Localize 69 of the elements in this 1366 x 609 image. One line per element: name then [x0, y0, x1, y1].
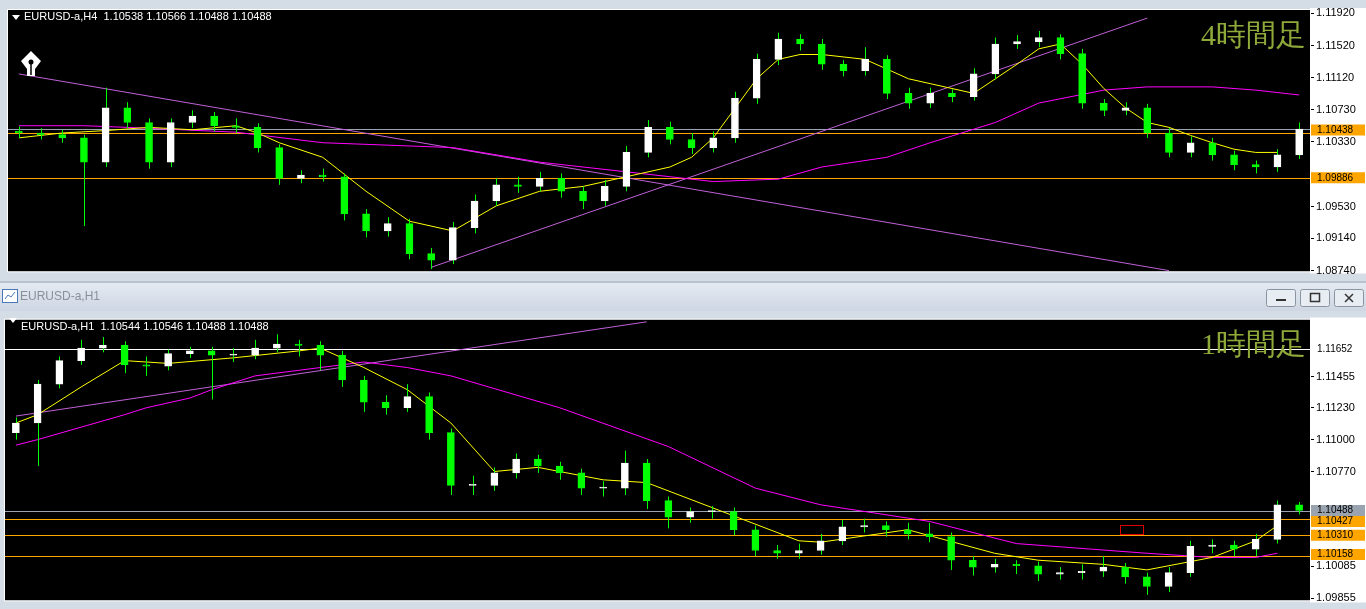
candlestick — [729, 507, 738, 536]
y-tick-label: 1.09530 — [1316, 199, 1356, 212]
y-tick-label: 1.09855 — [1316, 591, 1356, 604]
candlestick — [947, 531, 955, 571]
candlestick — [969, 555, 977, 576]
candlestick — [666, 121, 674, 145]
candlestick — [1143, 572, 1151, 596]
candlestick — [142, 355, 151, 377]
candlestick — [621, 450, 629, 496]
ref-line-label: 1.10310 — [1317, 529, 1354, 541]
chart-title: EURUSD-a,H4 1.10538 1.10566 1.10488 1.10488 — [24, 10, 272, 23]
candlestick — [55, 355, 64, 389]
candlestick — [644, 119, 652, 158]
y-tick-label: 1.11920 — [1316, 6, 1355, 19]
ref-line-label: 1.10158 — [1317, 548, 1354, 560]
y-tick-label: 1.10730 — [1316, 102, 1356, 115]
y-tick-label: 1.11520 — [1316, 38, 1355, 51]
candlestick — [12, 416, 20, 441]
chart-subtitle: EURUSD-a,H1 — [20, 289, 101, 303]
candlestick — [1056, 566, 1064, 581]
candlestick — [600, 179, 609, 207]
candlestick — [427, 247, 435, 270]
ref-line-label: 1.10488 — [1317, 504, 1354, 516]
candlestick — [360, 375, 368, 413]
candlestick — [709, 130, 718, 153]
candlestick — [579, 185, 587, 210]
candlestick — [708, 505, 716, 520]
candlestick — [535, 171, 544, 192]
candlestick — [1230, 150, 1238, 171]
chart-title: EURUSD-a,H1 1.10544 1.10546 1.10488 1.10488 — [21, 319, 269, 332]
y-tick-label: 1.11455 — [1316, 369, 1355, 382]
candlestick — [861, 46, 869, 77]
candlestick — [1164, 566, 1173, 593]
candlestick — [1143, 103, 1152, 139]
y-tick-label: 1.10330 — [1316, 134, 1356, 147]
y-tick-label: 1.08740 — [1316, 263, 1356, 276]
annotation: 4時間足 — [1201, 17, 1306, 51]
candlestick — [383, 216, 392, 238]
candlestick — [1034, 561, 1042, 582]
candlestick — [687, 132, 696, 155]
y-tick-label: 1.11230 — [1316, 400, 1355, 413]
candlestick — [1121, 562, 1129, 585]
ref-line-label: 1.10438 — [1317, 123, 1354, 135]
candlestick — [80, 134, 88, 227]
ref-line-label: 1.09886 — [1317, 171, 1354, 183]
y-tick-label: 1.09140 — [1316, 231, 1356, 244]
candlestick — [1208, 137, 1217, 162]
candlestick — [1099, 555, 1108, 578]
candlestick — [664, 495, 673, 529]
candlestick — [599, 480, 607, 497]
y-tick-label: 1.11000 — [1316, 432, 1355, 445]
ref-line-label: 1.10427 — [1317, 515, 1354, 527]
candlestick — [403, 383, 412, 413]
candlestick — [512, 452, 520, 479]
candlestick — [1186, 135, 1195, 158]
candlestick — [492, 177, 501, 207]
candlestick — [362, 208, 370, 238]
y-tick-label: 1.11120 — [1316, 71, 1355, 84]
y-tick-label: 1.10085 — [1316, 559, 1356, 572]
candlestick — [926, 87, 935, 109]
candlestick — [816, 533, 825, 556]
candlestick — [338, 350, 346, 388]
ref-line-label: 1.11652 — [1317, 343, 1353, 355]
y-tick-label: 1.10770 — [1316, 464, 1356, 477]
candlestick — [817, 38, 826, 71]
candlestick — [1165, 127, 1173, 158]
candlestick — [534, 454, 542, 474]
candlestick — [751, 525, 760, 557]
candlestick — [557, 172, 566, 199]
